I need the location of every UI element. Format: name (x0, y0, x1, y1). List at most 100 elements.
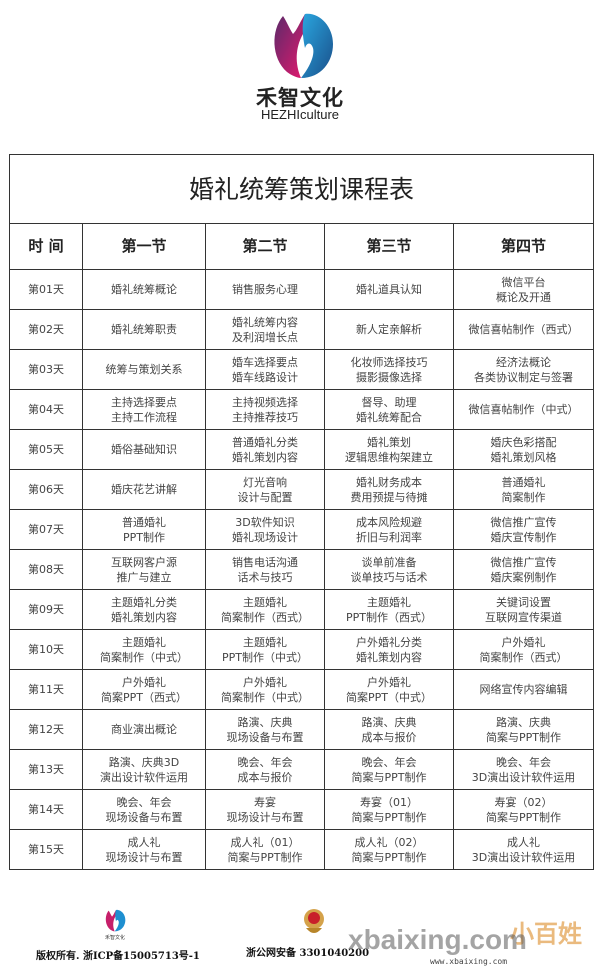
course-line: 简案与PPT制作 (351, 770, 427, 784)
course-line: 简案制作（中式） (100, 650, 188, 664)
course-line: 户外婚礼 (122, 675, 166, 689)
table-row: 第10天 主题婚礼 简案制作（中式） 主题婚礼 PPT制作（中式） 户外婚礼分类 婚礼策划内… (9, 629, 594, 670)
course-cell: 寿宴 现场设计与布置 (205, 789, 325, 830)
beian-label: 浙公网安备 3301040200 (246, 948, 370, 959)
course-cell: 成人礼 现场设计与布置 (82, 829, 206, 870)
course-line: 婚礼统筹内容 (232, 315, 298, 329)
course-line: 成人礼 (127, 835, 161, 849)
brand-name-en: HEZHIculture (260, 107, 340, 122)
course-line: 互联网宣传渠道 (485, 610, 562, 624)
course-line: 谈单技巧与话术 (350, 570, 428, 584)
course-cell: 成人礼（01） 简案与PPT制作 (205, 829, 325, 870)
course-line: 婚礼道具认知 (356, 283, 422, 296)
course-cell: 微信喜帖制作（中式） (453, 389, 594, 430)
course-line: 折旧与利润率 (356, 530, 422, 544)
course-line: 晚会、年会 (116, 795, 172, 809)
course-cell: 销售电话沟通 话术与技巧 (205, 549, 325, 590)
course-line: 主题婚礼 (243, 635, 287, 649)
course-line: 成人礼 (507, 835, 540, 849)
watermark: xbaixing.com (348, 924, 527, 955)
course-line: 路演、庆典 (237, 715, 293, 729)
course-line: 主题婚礼 (122, 635, 166, 649)
course-line: 户外婚礼 (367, 675, 411, 689)
course-line: 现场设计与布置 (226, 810, 304, 824)
day-cell: 第09天 (9, 589, 83, 630)
day-cell: 第07天 (9, 509, 83, 550)
beian-text[interactable]: 浙公网安备 3301040200 (246, 944, 369, 959)
course-cell: 晚会、年会 成本与报价 (205, 749, 325, 790)
course-line: 婚俗基础知识 (111, 443, 177, 456)
course-line: 婚礼策划内容 (111, 610, 177, 624)
course-line: 主持推荐技巧 (232, 410, 298, 424)
course-line: 现场设计与布置 (105, 850, 183, 864)
table-row: 第11天 户外婚礼 简案PPT（西式） 户外婚礼 简案制作（中式） 户外婚礼 简案PPT（中… (9, 669, 594, 710)
watermark-cn: 小百姓 (510, 920, 582, 948)
course-line: 摄影摄像选择 (356, 370, 422, 384)
course-cell: 统筹与策划关系 (82, 349, 206, 390)
course-line: 婚庆色彩搭配 (490, 435, 557, 449)
course-cell: 主持选择要点 主持工作流程 (82, 389, 206, 430)
course-line: 微信平台 (501, 275, 546, 289)
course-line: 主持选择要点 (111, 395, 177, 409)
course-line: 3D演出设计软件运用 (471, 770, 576, 784)
course-line: 简案PPT（中式） (346, 690, 432, 704)
course-line: 婚庆案例制作 (490, 570, 557, 584)
course-cell: 督导、助理 婚礼统筹配合 (324, 389, 454, 430)
table-row: 第01天 婚礼统筹概论 销售服务心理 婚礼道具认知 微信平台 概论及开通 (9, 269, 594, 310)
course-line: 话术与技巧 (237, 570, 293, 584)
course-line: 督导、助理 (361, 395, 417, 409)
table-row: 第13天 路演、庆典3D 演出设计软件运用 晚会、年会 成本与报价 晚会、年会 简案与PPT… (9, 749, 594, 790)
day-cell: 第13天 (9, 749, 83, 790)
course-line: 微信喜帖制作（西式） (468, 323, 579, 336)
course-cell: 主题婚礼 PPT制作（中式） (205, 629, 325, 670)
course-cell: 普通婚礼 PPT制作 (82, 509, 206, 550)
course-cell: 微信推广宣传 婚庆案例制作 (453, 549, 594, 590)
course-line: 销售服务心理 (232, 283, 298, 296)
course-line: 成本与报价 (361, 730, 417, 744)
course-cell: 互联网客户源 推广与建立 (82, 549, 206, 590)
course-cell: 婚车选择要点 婚车线路设计 (205, 349, 325, 390)
table-title: 婚礼统筹策划课程表 (9, 154, 594, 224)
day-cell: 第15天 (9, 829, 83, 870)
table-row: 第02天 婚礼统筹职责 婚礼统筹内容 及利润增长点 新人定亲解析 微信喜帖制作（西式） (9, 309, 594, 350)
course-cell: 婚俗基础知识 (82, 429, 206, 470)
course-cell: 路演、庆典3D 演出设计软件运用 (82, 749, 206, 790)
footer: 禾智文化 版权所有. 浙ICP备15005713号-1 浙公网安备 330104… (0, 900, 600, 972)
course-line: 普通婚礼分类 (232, 435, 298, 449)
course-line: 互联网客户源 (111, 555, 177, 569)
course-line: 主题婚礼 (243, 595, 287, 609)
course-line: 演出设计软件运用 (100, 770, 188, 784)
course-line: 现场设备与布置 (226, 730, 304, 744)
course-cell: 婚庆色彩搭配 婚礼策划风格 (453, 429, 594, 470)
course-line: 婚礼现场设计 (232, 530, 298, 544)
course-line: 婚礼策划 (367, 435, 411, 449)
course-cell: 路演、庆典 现场设备与布置 (205, 709, 325, 750)
course-line: 经济法概论 (496, 355, 551, 369)
course-line: 商业演出概论 (111, 723, 177, 736)
header-session-1: 第一节 (82, 223, 206, 270)
course-line: 费用预提与待摊 (350, 490, 428, 504)
course-cell: 主题婚礼 简案制作（西式） (205, 589, 325, 630)
watermark-url: www.xbaixing.com (430, 957, 508, 966)
course-line: 网络宣传内容编辑 (479, 683, 568, 696)
course-line: 各类协议制定与签署 (474, 370, 573, 384)
course-cell: 化妆师选择技巧 摄影摄像选择 (324, 349, 454, 390)
header-session-3: 第三节 (324, 223, 454, 270)
course-line: 路演、庆典3D (108, 755, 180, 769)
course-line: 婚庆宣传制作 (490, 530, 557, 544)
course-line: 微信推广宣传 (490, 515, 557, 529)
course-cell: 路演、庆典 简案与PPT制作 (453, 709, 594, 750)
table-row: 第03天 统筹与策划关系 婚车选择要点 婚车线路设计 化妆师选择技巧 摄影摄像选择 经济法概… (9, 349, 594, 390)
course-line: 成本风险规避 (356, 515, 422, 529)
course-line: 户外婚礼 (501, 635, 546, 649)
course-line: 简案制作（西式） (479, 650, 568, 664)
course-cell: 户外婚礼 简案制作（中式） (205, 669, 325, 710)
course-line: 成人礼（01） (230, 835, 300, 849)
course-cell: 成人礼（02） 简案与PPT制作 (324, 829, 454, 870)
course-line: 婚庆花艺讲解 (111, 483, 177, 496)
course-cell: 寿宴（02） 简案与PPT制作 (453, 789, 594, 830)
course-line: 成人礼（02） (354, 835, 424, 849)
day-cell: 第08天 (9, 549, 83, 590)
course-line: 婚车线路设计 (232, 370, 298, 384)
